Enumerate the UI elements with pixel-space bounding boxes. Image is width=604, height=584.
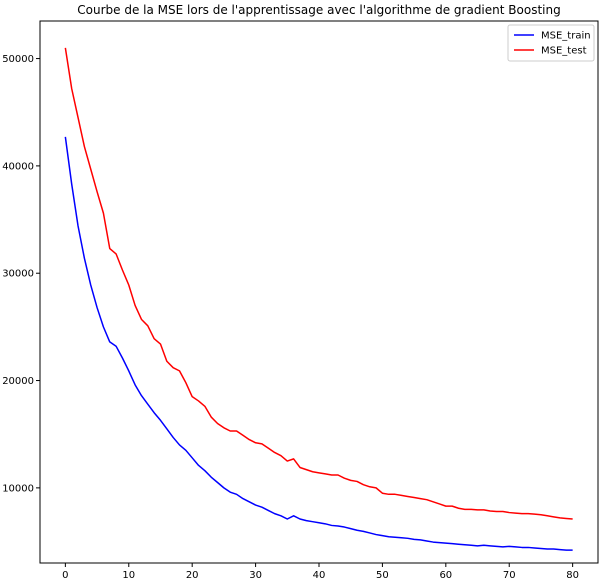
y-tick-label: 50000	[2, 54, 34, 65]
y-tick-label: 40000	[2, 161, 34, 172]
plot-frame	[39, 20, 599, 564]
y-tick-label: 20000	[2, 376, 34, 387]
series-line-mse-train	[64, 136, 573, 551]
legend-label-mse-test: MSE_test	[541, 46, 587, 57]
legend: MSE_train MSE_test	[507, 24, 595, 62]
x-tick-label: 30	[249, 570, 262, 581]
y-tick-label: 30000	[2, 269, 34, 280]
legend-box	[507, 24, 595, 62]
x-tick-label: 20	[186, 570, 199, 581]
x-tick-label: 40	[313, 570, 326, 581]
x-tick-label: 60	[439, 570, 452, 581]
x-tick-label: 0	[62, 570, 68, 581]
chart-title: Courbe de la MSE lors de l'apprentissage…	[77, 3, 560, 17]
y-tick-label: 10000	[2, 483, 34, 494]
y-axis: 10000 20000 30000 40000 50000	[2, 54, 40, 494]
x-tick-label: 80	[566, 570, 579, 581]
x-tick-label: 70	[503, 570, 516, 581]
legend-label-mse-train: MSE_train	[541, 31, 591, 42]
x-tick-label: 50	[376, 570, 389, 581]
series-line-mse-test	[64, 47, 573, 520]
x-tick-label: 10	[122, 570, 135, 581]
series-lines	[64, 47, 573, 551]
x-axis: 0 10 20 30 40 50 60 70 80	[62, 563, 579, 581]
